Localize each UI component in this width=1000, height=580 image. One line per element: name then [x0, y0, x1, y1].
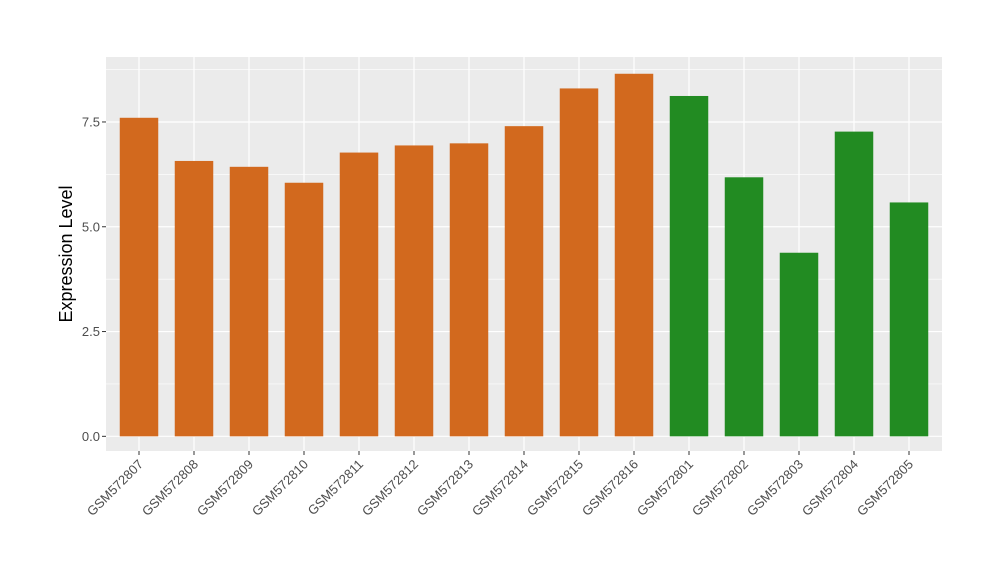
x-tick-label: GSM572803: [744, 457, 806, 519]
bar-gsm572813: [449, 143, 489, 437]
bar-gsm572810: [284, 182, 324, 437]
bar-gsm572805: [889, 202, 929, 437]
bar-gsm572804: [834, 131, 874, 437]
bar-gsm572816: [614, 73, 654, 437]
x-tick-label: GSM572808: [139, 457, 201, 519]
y-axis-ticks: 0.0 2.5 5.0 7.5: [82, 114, 106, 444]
bar-gsm572815: [559, 88, 599, 437]
y-tick-label: 7.5: [82, 114, 100, 129]
y-tick-label: 2.5: [82, 324, 100, 339]
bar-gsm572802: [724, 177, 764, 437]
bar-gsm572812: [394, 145, 434, 437]
x-tick-label: GSM572814: [469, 457, 531, 519]
x-tick-label: GSM572813: [414, 457, 476, 519]
y-tick-label: 5.0: [82, 219, 100, 234]
bar-gsm572808: [174, 160, 214, 437]
bar-gsm572814: [504, 126, 544, 437]
bar-gsm572803: [779, 252, 819, 437]
x-tick-label: GSM572811: [305, 457, 367, 519]
y-axis-title: Expression Level: [56, 185, 76, 322]
x-tick-label: GSM572801: [634, 457, 696, 519]
x-tick-label: GSM572804: [799, 457, 861, 519]
x-axis-ticks: GSM572807GSM572808GSM572809GSM572810GSM5…: [84, 451, 916, 519]
x-tick-label: GSM572802: [689, 457, 751, 519]
x-tick-label: GSM572812: [359, 457, 421, 519]
bars: [119, 73, 929, 437]
x-tick-label: GSM572810: [249, 457, 311, 519]
bar-gsm572807: [119, 117, 159, 437]
x-tick-label: GSM572816: [579, 457, 641, 519]
bar-gsm572809: [229, 166, 269, 437]
x-tick-label: GSM572805: [854, 457, 916, 519]
bar-gsm572801: [669, 95, 709, 437]
bar-gsm572811: [339, 152, 379, 437]
x-tick-label: GSM572809: [194, 457, 256, 519]
x-tick-label: GSM572815: [524, 457, 586, 519]
x-tick-label: GSM572807: [84, 457, 146, 519]
y-tick-label: 0.0: [82, 429, 100, 444]
